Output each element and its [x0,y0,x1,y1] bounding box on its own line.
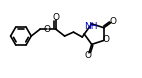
Text: O: O [52,13,59,22]
Text: O: O [85,51,92,60]
Text: O: O [102,35,109,44]
Text: O: O [109,17,116,26]
Text: NH: NH [84,22,98,31]
Text: O: O [43,25,50,34]
